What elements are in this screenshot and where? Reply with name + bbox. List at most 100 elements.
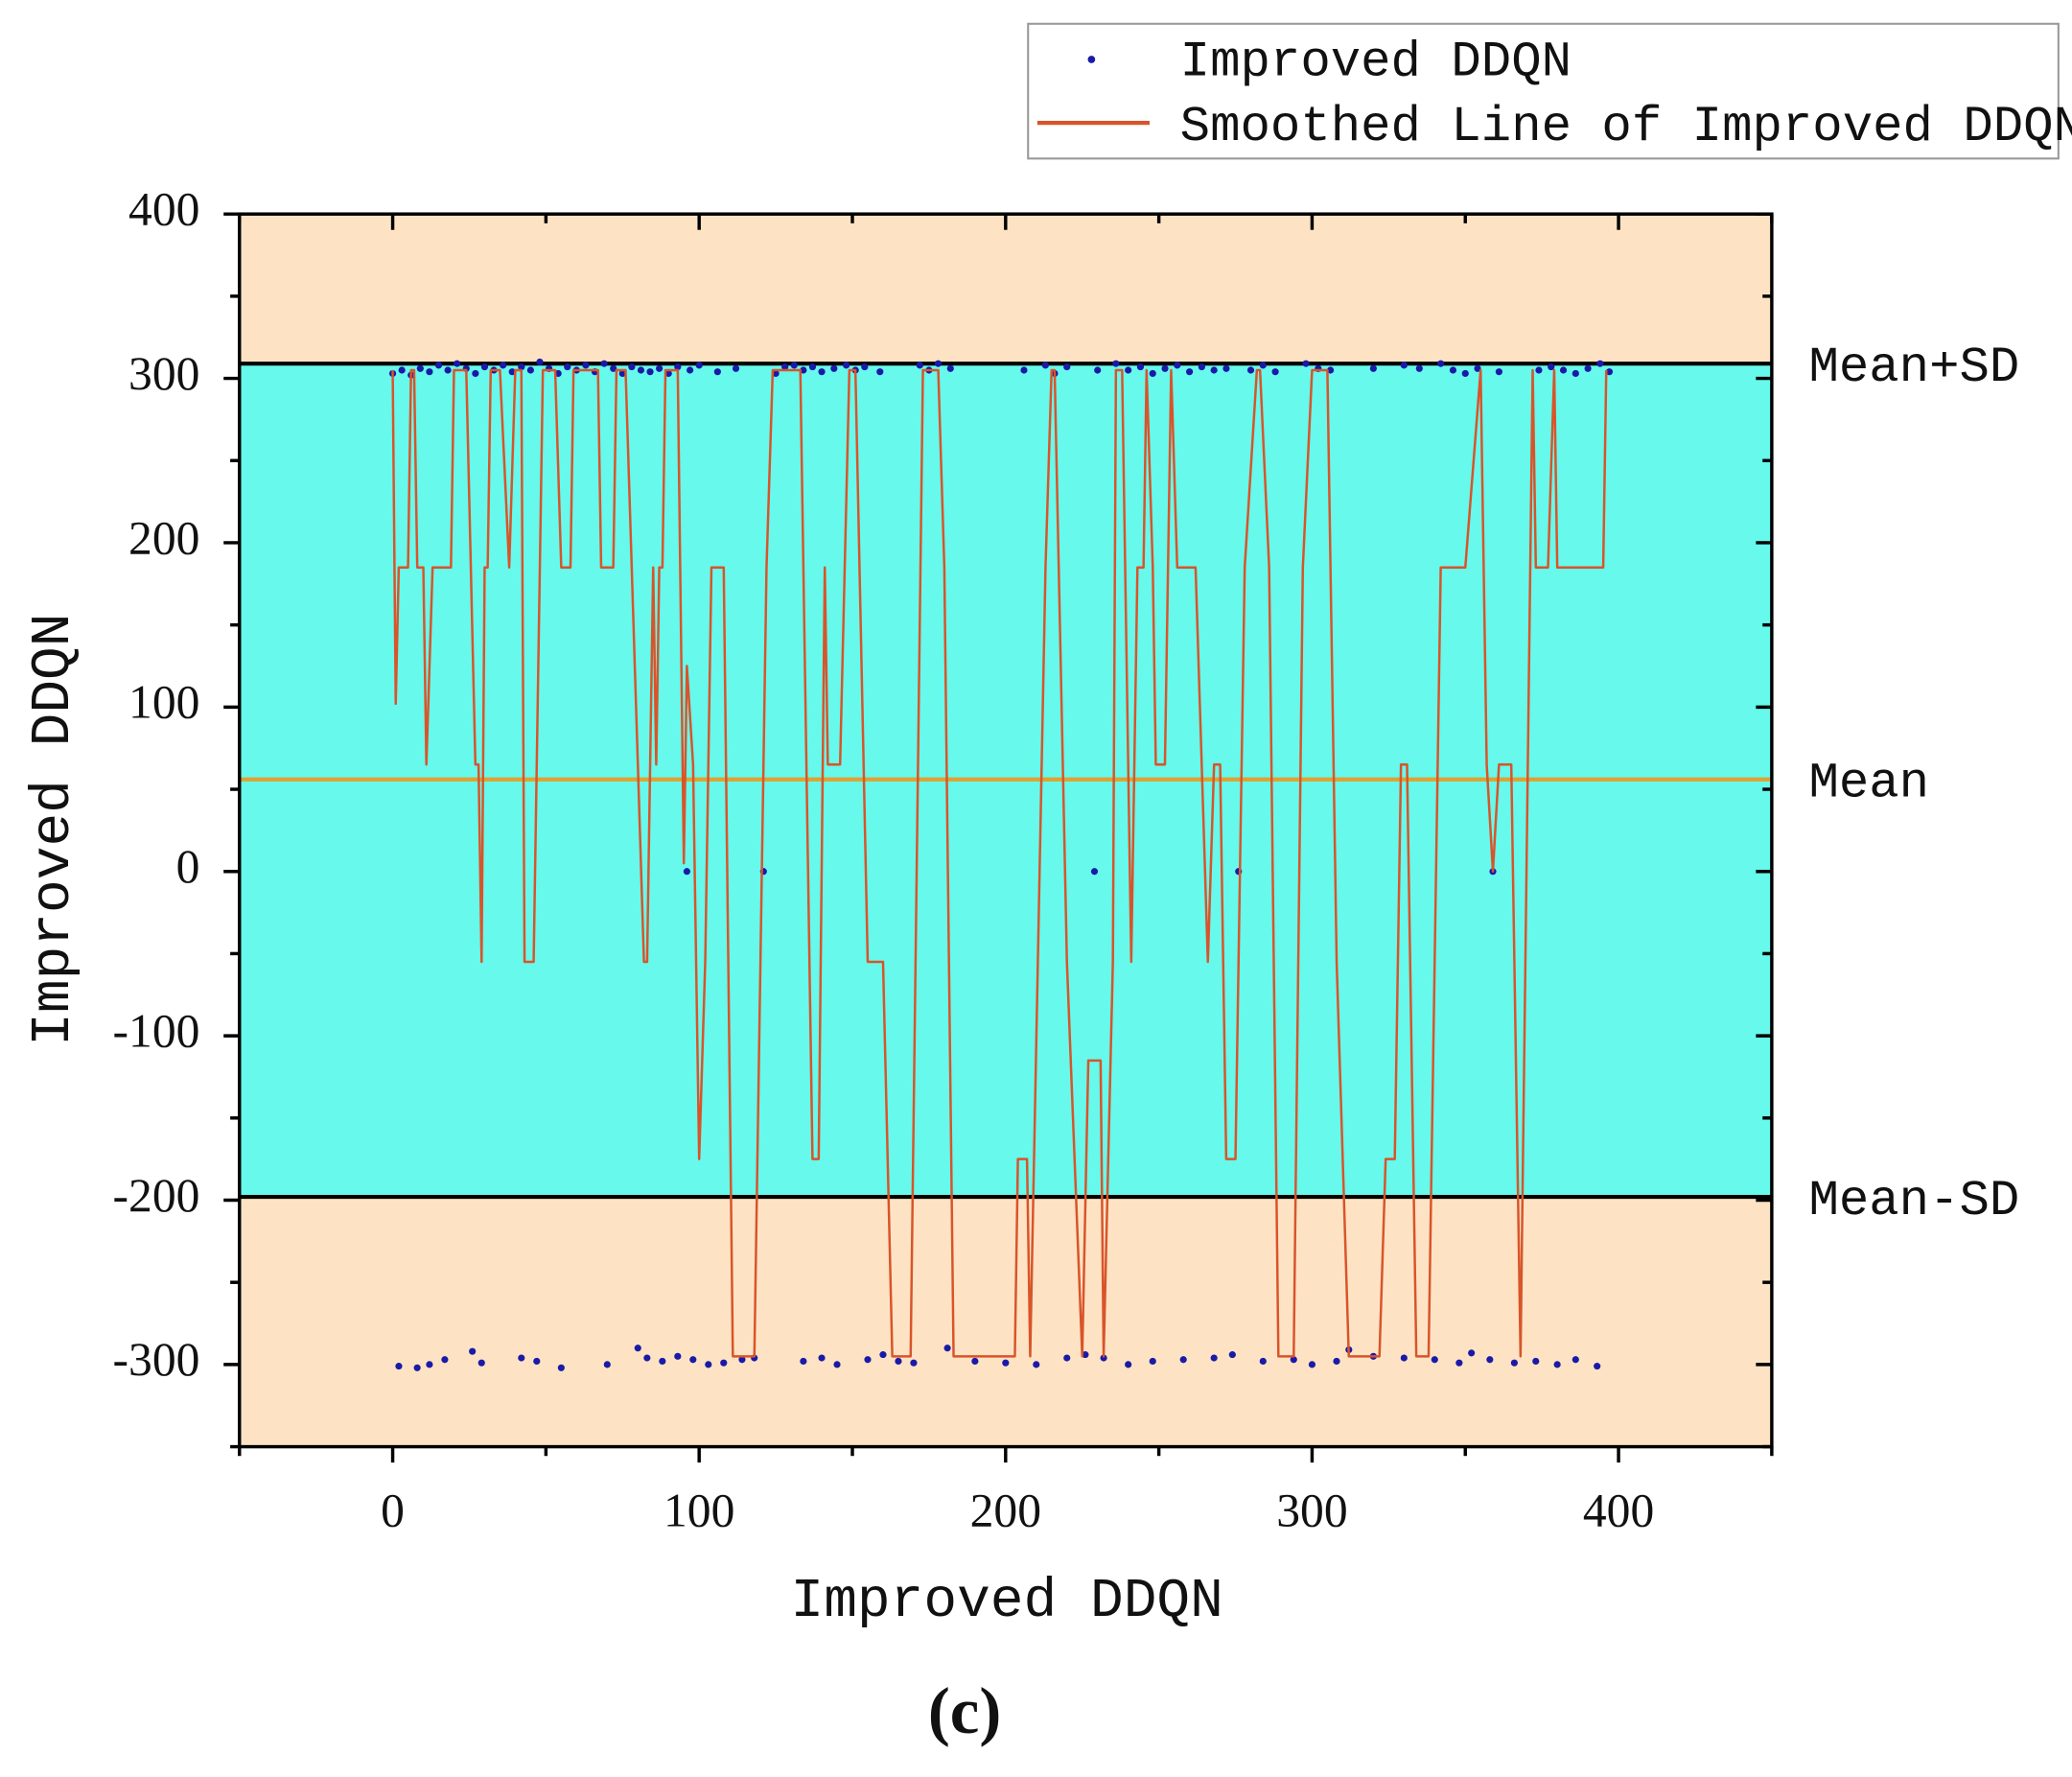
scatter-point <box>1486 1356 1494 1364</box>
scatter-point <box>1290 1356 1297 1364</box>
scatter-point <box>1474 364 1481 372</box>
legend-box <box>1027 22 2060 160</box>
scatter-point <box>713 368 721 376</box>
scatter-point <box>800 1357 807 1366</box>
scatter-point <box>1125 366 1132 374</box>
scatter-point <box>1259 1357 1267 1366</box>
scatter-point <box>472 369 479 378</box>
scatter-point <box>1548 362 1555 371</box>
legend-swatch <box>1087 56 1096 63</box>
y-tick-label: -100 <box>113 1004 200 1057</box>
scatter-point <box>518 362 525 371</box>
y-tick-label: 400 <box>128 183 199 236</box>
y-tick-label: -200 <box>113 1169 200 1222</box>
scatter-point <box>864 1356 872 1364</box>
scatter-point <box>526 366 534 374</box>
scatter-point <box>971 1357 979 1366</box>
scatter-point <box>1228 1351 1236 1359</box>
scatter-point <box>946 364 954 372</box>
reference-label: Mean <box>1808 755 1929 812</box>
scatter-point <box>1400 362 1408 369</box>
scatter-point <box>1210 366 1218 374</box>
scatter-point <box>1559 366 1568 374</box>
scatter-point <box>1532 1357 1540 1366</box>
smoothed-line <box>391 368 1608 1358</box>
x-tick-label: 200 <box>970 1485 1041 1537</box>
scatter-point <box>1333 1357 1340 1366</box>
scatter-point <box>910 1359 918 1367</box>
scatter-point <box>1082 1351 1089 1359</box>
x-tick-label: 300 <box>1276 1485 1347 1537</box>
scatter-point <box>1535 366 1543 374</box>
scatter-point <box>469 1347 477 1355</box>
scatter-point <box>426 1361 433 1368</box>
scatter-point <box>1594 1363 1601 1370</box>
scatter-point <box>444 366 452 374</box>
scatter-point <box>1571 1356 1579 1364</box>
scatter-point <box>1149 369 1156 378</box>
scatter-point <box>1369 364 1377 372</box>
scatter-point <box>1584 364 1592 372</box>
scatter-point <box>1186 368 1194 376</box>
scatter-point <box>413 1364 421 1371</box>
scatter-point <box>1041 362 1049 369</box>
y-axis-title: Improved DDQN <box>23 613 85 1045</box>
scatter-point <box>659 1357 666 1366</box>
scatter-point <box>1210 1354 1218 1362</box>
y-tick-label: 100 <box>128 676 199 729</box>
scatter-point <box>1246 366 1255 374</box>
scatter-point <box>634 1344 641 1352</box>
scatter-point <box>454 360 461 367</box>
scatter-point <box>1553 1361 1561 1368</box>
scatter-point <box>441 1356 449 1364</box>
scatter-point <box>600 360 608 367</box>
scatter-point <box>1400 1354 1408 1362</box>
scatter-point <box>1449 366 1457 374</box>
scatter-point <box>1431 1356 1438 1364</box>
scatter-point <box>434 362 443 369</box>
scatter-point <box>1161 364 1169 372</box>
scatter-point <box>1063 1354 1071 1362</box>
scatter-point <box>1259 362 1267 369</box>
scatter-point <box>536 358 544 366</box>
scatter-point <box>1222 364 1230 372</box>
scatter-point <box>508 368 516 376</box>
scatter-point <box>916 362 923 369</box>
scatter-point <box>808 362 817 371</box>
scatter-point <box>557 1364 565 1371</box>
scatter-point <box>1063 362 1071 371</box>
scatter-point <box>833 1361 841 1368</box>
x-tick-label: 100 <box>664 1485 734 1537</box>
scatter-point <box>720 1359 728 1367</box>
y-tick-label: 0 <box>176 840 200 893</box>
scatter-point <box>683 868 690 876</box>
x-tick-label: 0 <box>381 1485 405 1537</box>
scatter-point <box>1179 1356 1187 1364</box>
scatter-point <box>533 1357 541 1366</box>
scatter-point <box>500 362 507 369</box>
scatter-point <box>643 1354 651 1362</box>
scatter-point <box>637 366 645 374</box>
scatter-point <box>1198 362 1205 371</box>
scatter-point <box>1495 368 1502 376</box>
reference-label: Mean+SD <box>1808 339 2019 396</box>
scatter-point <box>480 362 489 371</box>
scatter-point <box>618 369 626 378</box>
scatter-point <box>1605 368 1614 376</box>
scatter-point <box>1149 1357 1156 1366</box>
y-tick-label: 200 <box>128 511 199 564</box>
scatter-point <box>687 366 694 374</box>
scatter-point <box>879 1351 887 1359</box>
scatter-point <box>843 362 850 369</box>
scatter-point <box>943 1344 951 1352</box>
scatter-point <box>1174 362 1181 369</box>
scatter-point <box>800 366 807 374</box>
y-tick-label: 300 <box>128 347 199 400</box>
scatter-point <box>1302 360 1310 367</box>
scatter-point <box>603 1361 611 1368</box>
y-tick-label: -300 <box>113 1333 200 1386</box>
scatter-point <box>674 1352 682 1360</box>
scatter-point <box>564 362 571 371</box>
scatter-point <box>705 1361 712 1368</box>
scatter-point <box>790 362 798 369</box>
